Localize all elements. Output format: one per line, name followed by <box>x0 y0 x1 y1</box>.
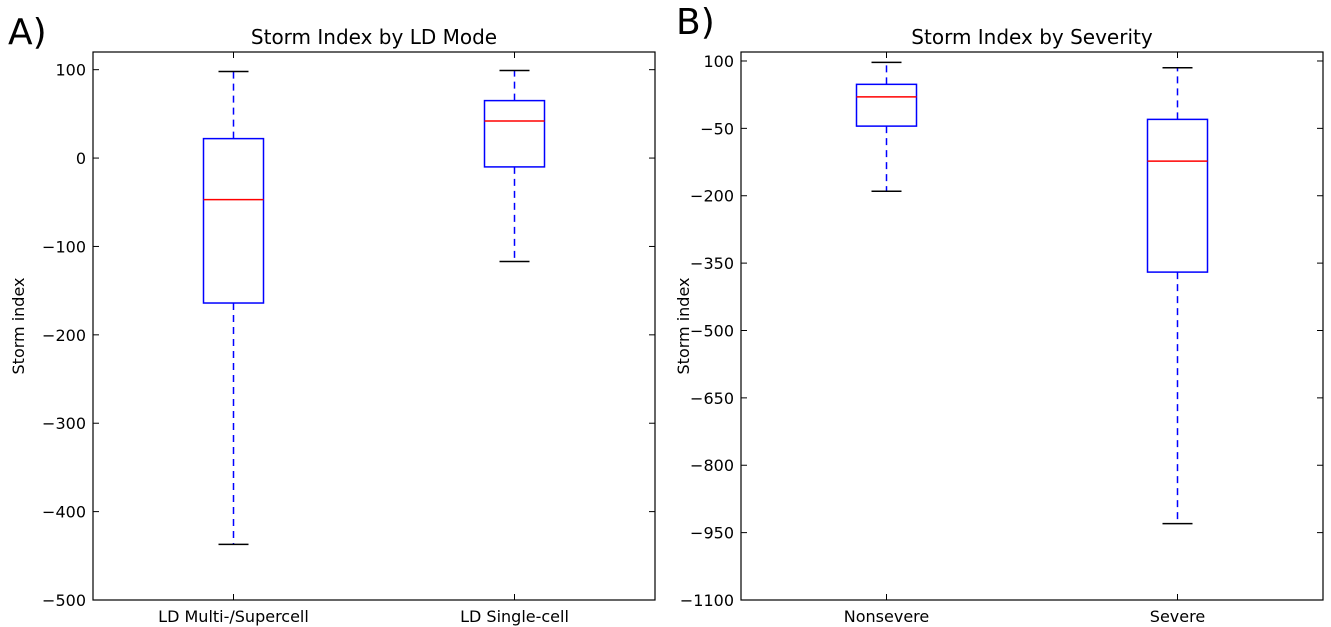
plot-frame <box>92 51 656 601</box>
chart-panel-a: A) Storm Index by LD Mode Storm index 100 0 −… <box>8 12 656 626</box>
y-tick-label: 100 <box>703 52 734 71</box>
x-category-label: LD Multi-/Supercell <box>158 607 309 626</box>
y-tick-label: 100 <box>55 61 86 80</box>
x-category-label: Nonsevere <box>844 607 929 626</box>
y-tick-label: −400 <box>42 503 86 522</box>
y-axis-title: Storm index <box>9 278 28 375</box>
x-category-label: LD Single-cell <box>460 607 569 626</box>
panel-label: B) <box>676 2 715 43</box>
y-tick-label: 0 <box>76 149 86 168</box>
y-tick-label: −50 <box>700 119 734 138</box>
y-tick-label: −500 <box>690 321 734 340</box>
panel-label: A) <box>8 12 47 53</box>
y-axis-title: Storm index <box>674 278 693 375</box>
box-iqr <box>483 99 546 168</box>
y-tick-label: −800 <box>690 456 734 475</box>
chart-title: Storm Index by LD Mode <box>251 25 497 49</box>
y-tick-label: −300 <box>42 414 86 433</box>
y-tick-label: −200 <box>42 326 86 345</box>
box-iqr <box>855 83 918 127</box>
y-tick-label: −650 <box>690 389 734 408</box>
x-category-label: Severe <box>1150 607 1205 626</box>
y-tick-label: −200 <box>690 187 734 206</box>
box-iqr <box>202 137 265 304</box>
y-tick-label: −1100 <box>680 591 734 610</box>
y-tick-label: −950 <box>690 524 734 543</box>
y-tick-label: −100 <box>42 237 86 256</box>
chart-title: Storm Index by Severity <box>911 25 1153 49</box>
plot-frame <box>740 51 1324 601</box>
chart-panel-b: B) Storm Index by Severity Storm index 100 −… <box>674 2 1324 626</box>
y-tick-label: −350 <box>690 254 734 273</box>
box-iqr <box>1146 118 1209 273</box>
y-tick-label: −500 <box>42 591 86 610</box>
